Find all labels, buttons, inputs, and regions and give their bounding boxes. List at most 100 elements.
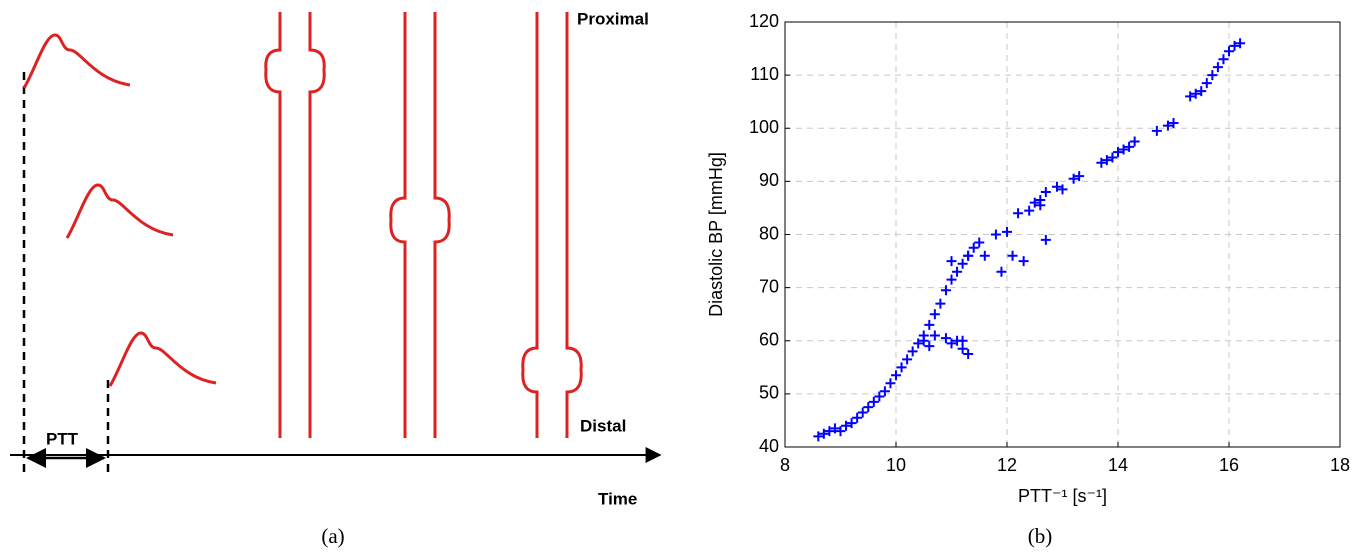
point <box>818 428 829 439</box>
vessel <box>521 12 583 438</box>
point <box>1118 144 1129 155</box>
y-tick-label: 60 <box>759 330 779 350</box>
waveform <box>22 33 131 89</box>
point <box>1235 38 1246 49</box>
point <box>996 266 1007 277</box>
x-tick-label: 14 <box>1108 455 1128 475</box>
point <box>1040 187 1051 197</box>
point <box>874 391 885 402</box>
point <box>940 285 951 296</box>
point <box>1201 78 1212 89</box>
y-tick-label: 90 <box>759 170 779 190</box>
point <box>1212 62 1223 73</box>
point <box>846 418 857 429</box>
point <box>1229 40 1240 51</box>
point <box>1185 91 1196 102</box>
point <box>913 338 924 349</box>
label-distal: Distal <box>580 416 626 435</box>
waveform <box>108 331 217 387</box>
y-tick-label: 50 <box>759 383 779 403</box>
point <box>857 407 868 418</box>
label-proximal: Proximal <box>577 9 649 28</box>
point <box>990 229 1001 240</box>
point <box>1040 234 1051 245</box>
label-time: Time <box>598 489 637 508</box>
diagram: Proximal Distal PTT Time (a) <box>10 9 662 548</box>
point <box>979 250 990 261</box>
point <box>1151 125 1162 136</box>
point <box>1162 120 1173 131</box>
point <box>974 237 985 248</box>
y-axis-label: Diastolic BP [mmHg] <box>706 152 726 317</box>
y-tick-label: 120 <box>749 11 779 31</box>
point <box>885 378 896 389</box>
point <box>1101 155 1112 166</box>
point <box>868 396 879 407</box>
point <box>1218 54 1229 65</box>
point <box>918 335 929 346</box>
point <box>963 349 974 360</box>
point <box>891 370 901 381</box>
point <box>907 346 918 357</box>
point <box>1068 173 1079 184</box>
point <box>957 335 968 346</box>
y-tick-label: 80 <box>759 223 779 243</box>
point <box>879 386 890 397</box>
point <box>841 420 852 431</box>
point <box>929 309 940 320</box>
point <box>935 298 946 309</box>
point <box>1129 136 1140 147</box>
point <box>1051 181 1062 192</box>
y-tick-label: 70 <box>759 276 779 296</box>
point <box>968 242 979 253</box>
waveform <box>65 183 174 239</box>
vessel <box>264 12 326 438</box>
point <box>813 431 824 442</box>
chart: 40 50 60 70 80 90 100 110 120 8 10 12 14 16 18 PTT⁻¹ [s… <box>706 11 1350 506</box>
point <box>946 274 957 285</box>
point <box>1107 152 1118 163</box>
point <box>1196 86 1207 97</box>
point <box>924 341 935 352</box>
point <box>1002 226 1012 237</box>
x-tick-label: 10 <box>886 455 906 475</box>
caption: (b) <box>1028 524 1053 548</box>
label-ptt: PTT <box>46 429 79 448</box>
point <box>1029 197 1040 208</box>
point <box>924 319 935 330</box>
x-tick-label: 8 <box>780 455 790 475</box>
x-tick-label: 18 <box>1330 455 1350 475</box>
x-axis-label: PTT⁻¹ [s⁻¹] <box>1018 486 1107 506</box>
point <box>1124 141 1135 152</box>
point <box>940 333 951 344</box>
plot-frame <box>784 21 1341 448</box>
point <box>963 250 974 261</box>
y-tick-label: 40 <box>759 436 779 456</box>
point <box>1207 70 1218 81</box>
point <box>946 338 957 349</box>
point <box>952 266 963 277</box>
y-tick-label: 110 <box>750 64 779 84</box>
point <box>1168 117 1179 128</box>
vessel <box>389 12 451 438</box>
point <box>1074 171 1085 182</box>
point <box>902 354 913 365</box>
point <box>1035 200 1046 211</box>
point <box>1113 147 1123 158</box>
caption: (a) <box>321 524 344 548</box>
point <box>835 426 846 437</box>
point <box>1007 250 1018 261</box>
point <box>863 402 874 413</box>
point <box>1190 88 1201 99</box>
point <box>1224 46 1234 57</box>
point <box>929 330 940 341</box>
point <box>829 423 840 434</box>
point <box>1024 205 1035 216</box>
point <box>1013 208 1024 219</box>
y-tick-label: 100 <box>749 117 779 137</box>
point <box>957 258 968 269</box>
point <box>1057 184 1068 195</box>
point <box>824 426 835 437</box>
point <box>852 412 863 423</box>
